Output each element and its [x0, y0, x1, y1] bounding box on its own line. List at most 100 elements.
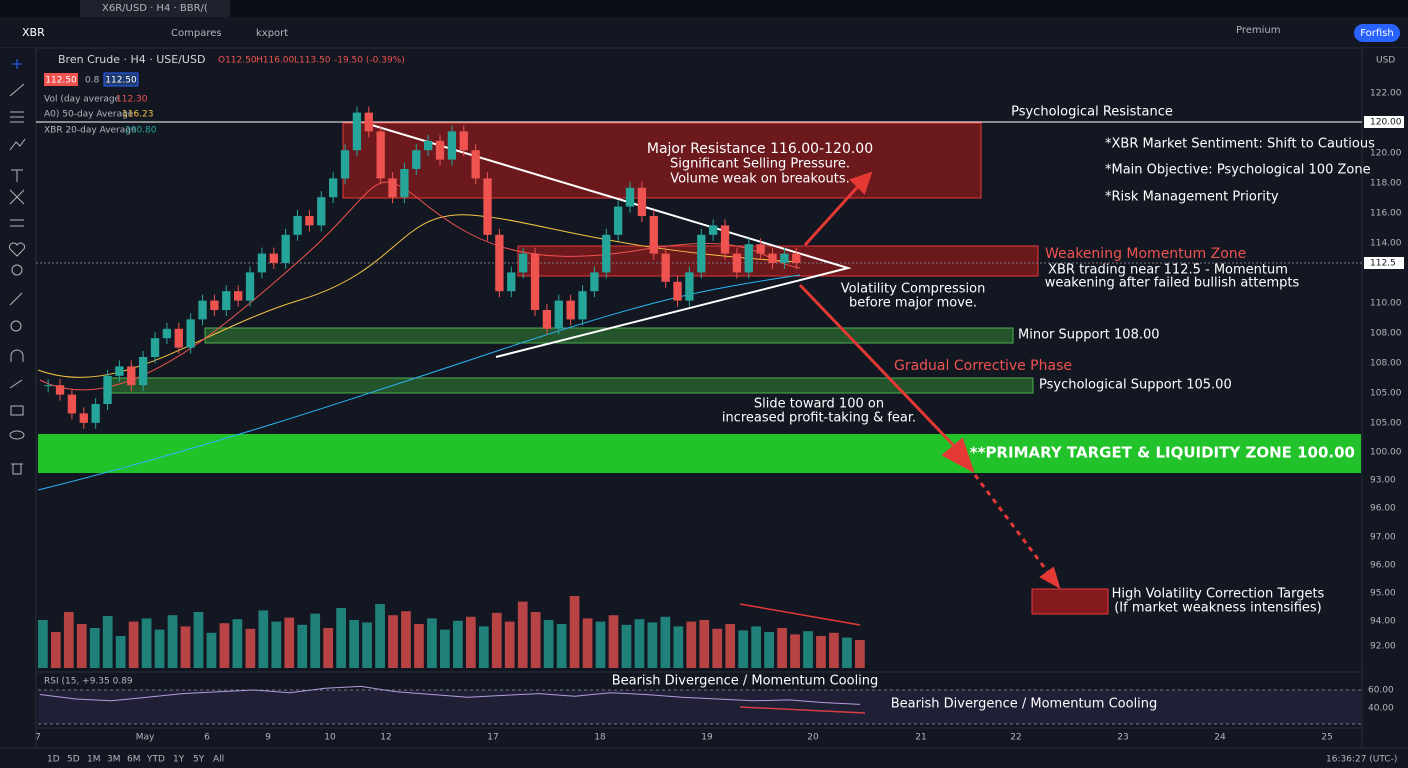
volume-bar	[115, 636, 126, 668]
price-label: 95.00	[1370, 589, 1396, 599]
price-label: 116.00	[1370, 209, 1402, 219]
period-button[interactable]: 3M	[107, 755, 121, 765]
volume-bar	[38, 620, 48, 668]
spread: 0.8	[85, 76, 100, 86]
price-label: 120.00	[1370, 118, 1402, 128]
candle	[79, 413, 88, 423]
price-label: 108.00	[1370, 359, 1402, 369]
volume-bar	[777, 628, 787, 668]
price-label: 100.00	[1370, 448, 1402, 458]
volume-bar	[323, 628, 334, 668]
volume-bar	[219, 623, 230, 668]
volume-bar	[621, 624, 632, 668]
volume-bar	[193, 612, 204, 668]
ask-box[interactable]	[103, 72, 139, 87]
price-label: 94.00	[1370, 617, 1396, 627]
candle	[162, 328, 172, 339]
period-button[interactable]: 5Y	[193, 755, 205, 765]
volume-bar	[258, 610, 269, 668]
premium-label[interactable]: Premium	[1236, 25, 1281, 36]
annotation: Significant Selling Pressure.	[670, 157, 850, 172]
price-label: 122.00	[1370, 89, 1402, 99]
bid-box[interactable]	[44, 73, 78, 86]
tool-icons[interactable]	[9, 59, 26, 475]
bid: 112.50	[45, 76, 77, 86]
candle	[447, 131, 457, 160]
price-badge	[1364, 257, 1404, 269]
volume-bar	[816, 636, 826, 668]
compare-button[interactable]: Compares	[171, 28, 222, 39]
volume-bar	[271, 621, 282, 668]
candle	[67, 394, 77, 414]
sentiment-note: *XBR Market Sentiment: Shift to Cautious	[1105, 137, 1375, 152]
volume-bar	[842, 637, 852, 668]
candle	[139, 357, 148, 386]
period-button[interactable]: 1Y	[173, 755, 185, 765]
study-3-value: 200.80	[125, 126, 157, 136]
time-label: 9	[265, 733, 271, 743]
candle	[412, 150, 421, 169]
annotation: Bearish Divergence / Momentum Cooling	[891, 697, 1158, 712]
volume-bar	[50, 632, 61, 668]
candle	[697, 234, 706, 273]
price-label: 108.00	[1370, 329, 1402, 339]
period-button[interactable]: YTD	[146, 755, 165, 765]
volume-bar	[478, 626, 489, 668]
time-label: 25	[1321, 733, 1332, 743]
candle	[625, 187, 635, 207]
candle	[186, 319, 195, 348]
triangle-pattern	[364, 122, 852, 358]
volume-bar	[764, 632, 774, 668]
volume-bar	[504, 621, 515, 668]
time-label: 6	[204, 733, 210, 743]
active-tab[interactable]	[80, 0, 230, 17]
candle	[709, 225, 718, 235]
period-button[interactable]: 6M	[127, 755, 141, 765]
legend-open: O112.50	[218, 56, 257, 66]
volume-bar	[63, 612, 74, 668]
volume-bar	[284, 617, 295, 668]
annotation: Slide toward 100 on	[754, 397, 884, 412]
symbol-search[interactable]: XBR	[22, 26, 45, 39]
rsi-band	[38, 690, 1361, 724]
volume-bar	[232, 619, 243, 668]
price-axis	[1362, 48, 1408, 748]
candle	[471, 150, 480, 179]
volume-bar	[128, 621, 139, 668]
candle	[317, 197, 326, 226]
candle	[566, 300, 575, 320]
volume-bar	[634, 619, 645, 668]
publish-label: Forfish	[1360, 28, 1393, 39]
volume-bar	[102, 616, 113, 668]
volume-bar	[491, 612, 502, 668]
volume-bar	[310, 613, 321, 668]
period-button[interactable]: 1D	[47, 755, 60, 765]
price-label: 105.00	[1370, 419, 1402, 429]
volume-bar	[245, 628, 256, 668]
time-label: 10	[324, 733, 336, 743]
candle	[507, 272, 516, 292]
candle	[91, 404, 100, 423]
candle	[780, 253, 789, 263]
candle	[673, 281, 682, 301]
currency-label[interactable]: USD	[1376, 56, 1395, 66]
candle	[198, 300, 207, 320]
candle	[459, 131, 468, 151]
volume-bar	[297, 624, 308, 668]
candle	[483, 178, 492, 235]
period-button[interactable]: 5D	[67, 755, 80, 765]
period-button[interactable]: 1M	[87, 755, 101, 765]
annotation: Weakening Momentum Zone	[1045, 246, 1246, 262]
candle	[127, 366, 136, 386]
tab-bar	[0, 0, 1408, 17]
publish-button[interactable]	[1354, 24, 1400, 42]
volume-bar	[336, 608, 347, 668]
volume-bar	[349, 620, 359, 668]
candle	[424, 140, 433, 151]
candle	[281, 234, 290, 263]
target-label: **PRIMARY TARGET & LIQUIDITY ZONE 100.00	[970, 444, 1355, 462]
annotation: Volume weak on breakouts.	[670, 172, 850, 187]
export-button[interactable]: kxport	[256, 28, 288, 39]
volume-bar	[582, 618, 593, 668]
period-button[interactable]: All	[213, 755, 224, 765]
